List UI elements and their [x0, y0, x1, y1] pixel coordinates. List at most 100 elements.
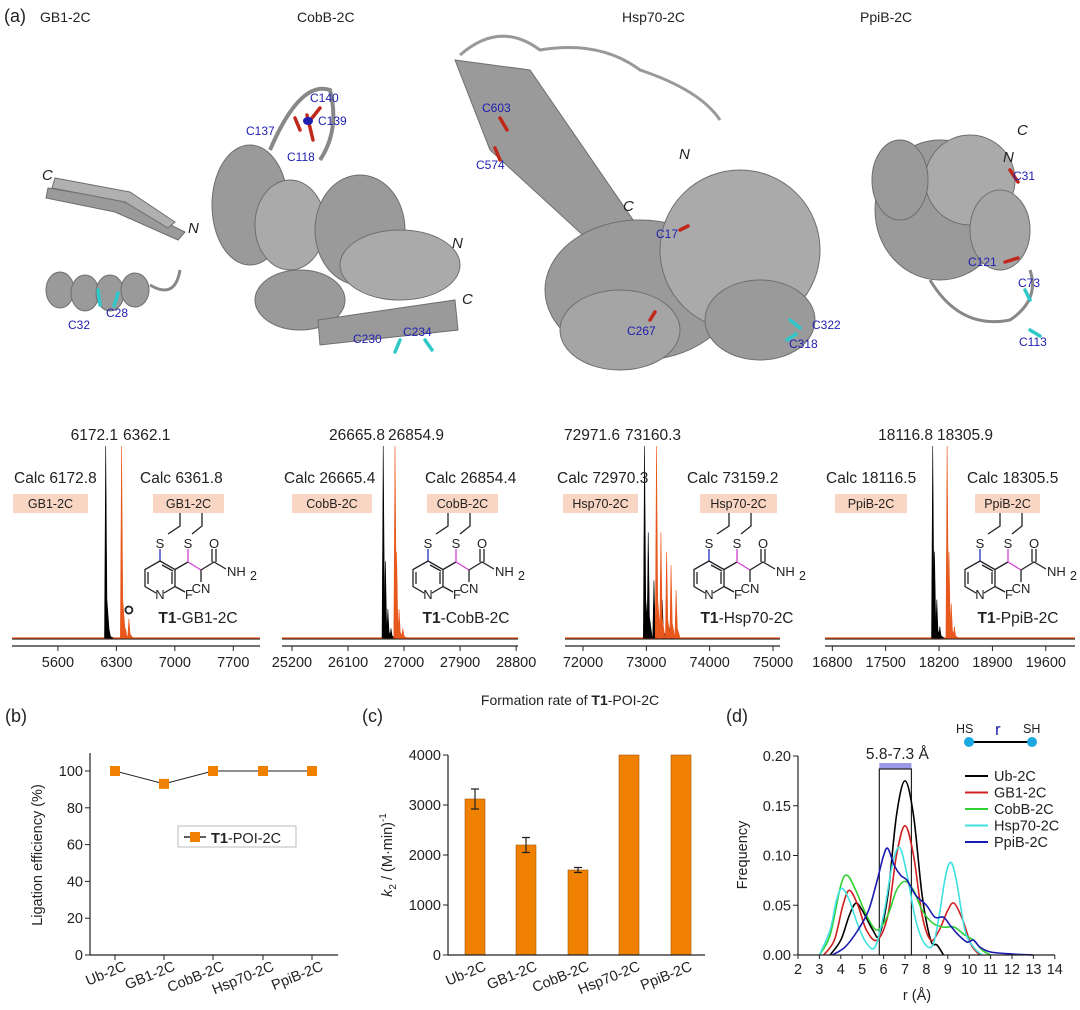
distance-distribution-chart: 5.8-7.3 Å Ub-2CGB1-2CCobB-2CHsp70-2CPpiB-…	[763, 746, 1063, 978]
legend-b: T1-POI-2C	[177, 825, 297, 848]
bond	[167, 513, 181, 535]
atom-cn: CN	[460, 581, 479, 596]
atom-s: S	[976, 536, 985, 551]
hsp70-cys-label: C17	[656, 227, 678, 241]
bond	[412, 560, 429, 594]
cobb-cys-label: C230	[353, 332, 382, 346]
bond	[442, 561, 457, 571]
bond	[964, 560, 981, 594]
product-label: T1-PpiB-2C	[978, 610, 1059, 627]
x-tick-label: 18900	[972, 655, 1012, 671]
bond	[442, 585, 454, 593]
mass-spectrum-panel: 25200 26100 27000 27900 28800 26665.8 26854.9 C…	[272, 427, 536, 671]
spectrum-peak	[104, 445, 111, 639]
x-tick-label: PpiB-2C	[269, 959, 325, 994]
legend-label: Ub-2C	[994, 769, 1036, 785]
legend-label: GB1-2C	[994, 786, 1046, 802]
y-tick-label: 1000	[409, 898, 441, 914]
x-tick-label: 6	[880, 962, 888, 978]
x-tick-label: 73000	[626, 655, 666, 671]
y-tick-label: 40	[67, 874, 83, 890]
atom-n: N	[975, 587, 984, 602]
atom-n: N	[704, 587, 713, 602]
spectrum-peak	[665, 551, 671, 639]
x-tick-label: Ub-2C	[444, 959, 489, 990]
atom-f: F	[453, 587, 461, 602]
series-curve	[818, 846, 983, 956]
product-label: T1-GB1-2C	[158, 610, 237, 627]
spectrum-peak	[938, 626, 945, 639]
ppib-cys-label: C73	[1018, 276, 1040, 290]
y-axis-label-b: Ligation efficiency (%)	[30, 784, 46, 926]
series-curve	[829, 780, 945, 956]
calc-mass-label: Calc 26665.4	[284, 470, 376, 487]
bond	[749, 561, 776, 571]
x-tick-label: PpiB-2C	[638, 959, 694, 994]
atom-o: O	[477, 536, 487, 551]
atom-s: S	[424, 536, 433, 551]
atom-nh2-subscript: 2	[799, 569, 806, 583]
x-tick-label: 2	[794, 962, 802, 978]
bond	[710, 564, 723, 572]
protein-box-label: Hsp70-2C	[710, 497, 766, 511]
gb1-cys-label: C28	[106, 306, 128, 320]
calc-mass-label: Calc 26854.4	[425, 470, 517, 487]
series-curve	[823, 824, 981, 956]
distance-window-bar	[879, 763, 912, 769]
vinyl-bond	[455, 561, 470, 571]
atom-o: O	[1029, 536, 1039, 551]
spectrum-peak	[654, 445, 661, 639]
bond	[693, 560, 710, 594]
cobb-cys-label: C118	[287, 150, 315, 164]
product-label-suffix: -Hsp70-2C	[719, 610, 794, 627]
calc-mass-label: Calc 6172.8	[14, 470, 97, 487]
legend-label: CobB-2C	[994, 802, 1054, 818]
mass-spectra: 5600 6300 7000 7700 6172.1 6362.1 Calc 6172.8 C…	[12, 427, 1077, 671]
protein-box-label: GB1-2C	[28, 497, 73, 511]
x-tick-label: 17500	[866, 655, 906, 671]
bond	[159, 560, 176, 594]
atom-s: S	[1004, 536, 1013, 551]
calc-mass-label: Calc 18116.5	[826, 470, 916, 487]
atom-s: S	[705, 536, 714, 551]
protein-box	[975, 494, 1040, 513]
y-tick-label: 0.20	[763, 749, 791, 765]
atom-o: O	[758, 536, 768, 551]
error-bar	[471, 788, 479, 810]
vinyl-bond	[187, 561, 202, 571]
hsp70-cys-label: C267	[627, 324, 656, 338]
x-tick-label: 13	[1025, 962, 1041, 978]
product-label-suffix: -CobB-2C	[441, 610, 510, 627]
distance-window-label: 5.8-7.3 Å	[866, 746, 930, 763]
y-axis-label-d: Frequency	[735, 820, 751, 889]
observed-mass-label: 6362.1	[123, 427, 170, 444]
spectrum-peak	[127, 618, 134, 639]
data-point-marker	[258, 766, 268, 776]
x-tick-label: 27000	[384, 655, 424, 671]
observed-mass-label: 6172.1	[71, 427, 118, 444]
x-tick-label: 26100	[328, 655, 368, 671]
protein-box-label: PpiB-2C	[848, 497, 895, 511]
atom-nh2: NH	[227, 564, 246, 579]
atom-nh2: NH	[776, 564, 795, 579]
observed-mass-label: 73160.3	[625, 427, 681, 444]
calc-mass-label: Calc 18305.5	[967, 470, 1058, 487]
spectrum-peak	[389, 628, 396, 639]
y-tick-label: 20	[67, 911, 83, 927]
panel-label-c: (c)	[362, 706, 383, 726]
hsp70-cys-label: C318	[789, 337, 818, 351]
protein-box-label: PpiB-2C	[984, 497, 1031, 511]
ppib-cys-label: C121	[968, 255, 997, 269]
spectrum-peak	[401, 628, 408, 639]
x-tick-label: 7	[901, 962, 909, 978]
legend-marker-icon	[190, 832, 200, 842]
product-label: T1-CobB-2C	[422, 610, 509, 627]
atom-nh2-subscript: 2	[1070, 569, 1077, 583]
product-label-suffix: -PpiB-2C	[996, 610, 1059, 627]
ligation-efficiency-chart: 020406080100Ub-2CGB1-2CCobB-2CHsp70-2CPp…	[59, 753, 338, 998]
mass-spectrum-panel: 16800 17500 18200 18900 19600 18116.8 18305.9 C…	[812, 427, 1077, 671]
bond	[435, 513, 449, 535]
bond	[161, 564, 174, 572]
spectrum-peak	[646, 532, 653, 639]
